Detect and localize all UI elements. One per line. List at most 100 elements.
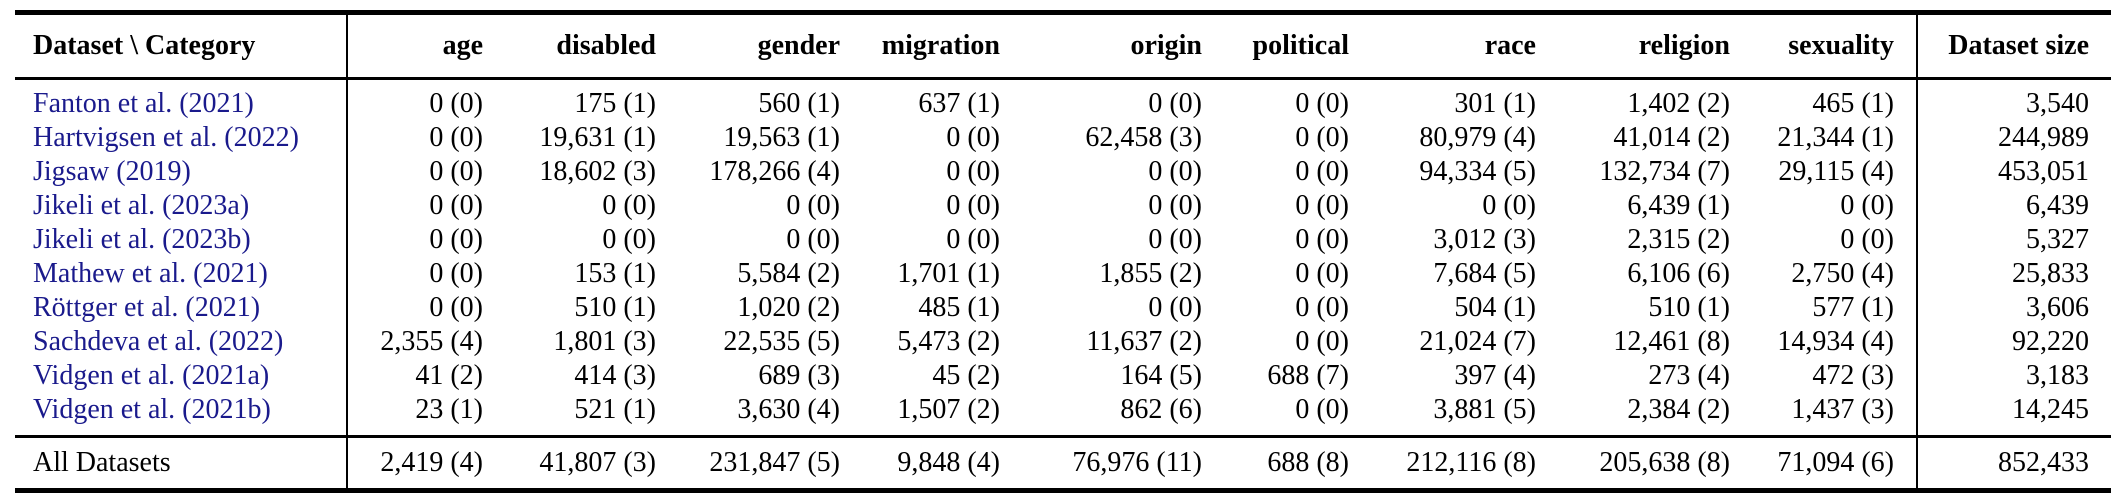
dataset-citation-link[interactable]: Röttger et al. (2021) xyxy=(33,292,261,323)
cell-age: 0 (0) xyxy=(346,223,505,257)
cell-age: 0 (0) xyxy=(346,155,505,189)
cell-gender: 22,535 (5) xyxy=(723,326,840,357)
cell-dataset_size: 453,051 xyxy=(1916,155,2111,189)
dataset-citation-link[interactable]: Jikeli et al. (2023b) xyxy=(33,224,251,255)
cell-origin: 1,855 (2) xyxy=(1099,258,1202,289)
dataset-citation-link[interactable]: Jigsaw (2019) xyxy=(33,156,191,187)
dataset-citation-link[interactable]: Sachdeva et al. (2022) xyxy=(33,326,284,357)
column-header-disabled: disabled xyxy=(505,12,678,80)
dataset-citation-link[interactable]: Vidgen et al. (2021a) xyxy=(33,360,270,391)
cell-dataset_size: 244,989 xyxy=(1916,121,2111,155)
cell-religion: 2,384 (2) xyxy=(1627,394,1730,425)
column-header-gender: gender xyxy=(678,12,862,80)
cell-dataset_size: 3,540 xyxy=(1916,78,2111,121)
footer-race: 212,116 (8) xyxy=(1371,435,1558,491)
cell-sexuality: 465 (1) xyxy=(1812,88,1894,119)
cell-migration: 45 (2) xyxy=(932,360,1000,391)
cell-age: 0 (0) xyxy=(346,121,505,155)
cell-race: 3,012 (3) xyxy=(1433,224,1536,255)
dataset-citation-link[interactable]: Fanton et al. (2021) xyxy=(33,88,254,119)
dataset-citation-link[interactable]: Mathew et al. (2021) xyxy=(33,258,268,289)
table-row: Jikeli et al. (2023b) 0 (0) 0 (0) 0 (0) 0 (0… xyxy=(15,223,2111,257)
footer-row: All Datasets 2,419 (4) 41,807 (3) 231,847 (… xyxy=(15,435,2111,491)
cell-gender: 5,584 (2) xyxy=(737,258,840,289)
cell-political: 0 (0) xyxy=(1295,394,1349,425)
cell-race: 397 (4) xyxy=(1454,360,1536,391)
column-header-sexuality: sexuality xyxy=(1752,12,1917,80)
cell-migration: 637 (1) xyxy=(918,88,1000,119)
dataset-citation-link[interactable]: Vidgen et al. (2021b) xyxy=(33,394,271,425)
cell-age: 23 (1) xyxy=(346,393,505,437)
cell-political: 0 (0) xyxy=(1295,122,1349,153)
cell-religion: 41,014 (2) xyxy=(1613,122,1730,153)
column-header-race: race xyxy=(1371,12,1558,80)
cell-gender: 3,630 (4) xyxy=(737,394,840,425)
cell-gender: 178,266 (4) xyxy=(709,156,840,187)
footer-sexuality: 71,094 (6) xyxy=(1752,435,1917,491)
cell-dataset_size: 14,245 xyxy=(1916,393,2111,437)
cell-gender: 0 (0) xyxy=(786,224,840,255)
table-row: Röttger et al. (2021) 0 (0) 510 (1) 1,020 (… xyxy=(15,291,2111,325)
cell-age: 2,355 (4) xyxy=(346,325,505,359)
cell-dataset_size: 6,439 xyxy=(1916,189,2111,223)
cell-sexuality: 0 (0) xyxy=(1840,190,1894,221)
footer-religion: 205,638 (8) xyxy=(1558,435,1752,491)
cell-gender: 1,020 (2) xyxy=(737,292,840,323)
cell-disabled: 18,602 (3) xyxy=(539,156,656,187)
dataset-cell: Röttger et al. (2021) xyxy=(15,291,347,325)
dataset-cell: Vidgen et al. (2021b) xyxy=(15,393,347,437)
cell-origin: 164 (5) xyxy=(1120,360,1202,391)
cell-origin: 0 (0) xyxy=(1148,292,1202,323)
dataset-cell: Jikeli et al. (2023a) xyxy=(15,189,347,223)
cell-migration: 0 (0) xyxy=(946,224,1000,255)
cell-origin: 862 (6) xyxy=(1120,394,1202,425)
footer-age: 2,419 (4) xyxy=(346,435,505,491)
cell-gender: 0 (0) xyxy=(786,190,840,221)
cell-age: 0 (0) xyxy=(346,189,505,223)
dataset-category-table: Dataset \ Category age disabled gender migra… xyxy=(15,10,2111,493)
cell-age: 41 (2) xyxy=(346,359,505,393)
cell-disabled: 521 (1) xyxy=(574,394,656,425)
cell-disabled: 510 (1) xyxy=(574,292,656,323)
cell-religion: 2,315 (2) xyxy=(1627,224,1730,255)
cell-political: 0 (0) xyxy=(1295,190,1349,221)
footer-label-cell: All Datasets xyxy=(15,435,347,491)
column-header-origin: origin xyxy=(1022,12,1224,80)
cell-race: 94,334 (5) xyxy=(1419,156,1536,187)
cell-origin: 0 (0) xyxy=(1148,88,1202,119)
table-row: Jikeli et al. (2023a) 0 (0) 0 (0) 0 (0) 0 (0… xyxy=(15,189,2111,223)
cell-sexuality: 2,750 (4) xyxy=(1791,258,1894,289)
dataset-cell: Vidgen et al. (2021a) xyxy=(15,359,347,393)
cell-age: 0 (0) xyxy=(346,78,505,121)
cell-dataset_size: 3,606 xyxy=(1916,291,2111,325)
column-header-religion: religion xyxy=(1558,12,1752,80)
dataset-citation-link[interactable]: Hartvigsen et al. (2022) xyxy=(33,122,299,153)
cell-origin: 62,458 (3) xyxy=(1085,122,1202,153)
cell-religion: 1,402 (2) xyxy=(1627,88,1730,119)
dataset-citation-link[interactable]: Jikeli et al. (2023a) xyxy=(33,190,250,221)
table-row: Fanton et al. (2021) 0 (0) 175 (1) 560 (1) 6… xyxy=(15,78,2111,121)
cell-political: 0 (0) xyxy=(1295,326,1349,357)
cell-disabled: 175 (1) xyxy=(574,88,656,119)
cell-sexuality: 1,437 (3) xyxy=(1791,394,1894,425)
header-row: Dataset \ Category age disabled gender migra… xyxy=(15,12,2111,80)
cell-religion: 12,461 (8) xyxy=(1613,326,1730,357)
footer-political: 688 (8) xyxy=(1224,435,1371,491)
cell-migration: 485 (1) xyxy=(918,292,1000,323)
cell-disabled: 0 (0) xyxy=(602,190,656,221)
cell-race: 7,684 (5) xyxy=(1433,258,1536,289)
dataset-cell: Jikeli et al. (2023b) xyxy=(15,223,347,257)
cell-disabled: 1,801 (3) xyxy=(553,326,656,357)
table-row: Vidgen et al. (2021b) 23 (1) 521 (1) 3,630 … xyxy=(15,393,2111,437)
cell-political: 0 (0) xyxy=(1295,258,1349,289)
column-header-dataset_size: Dataset size xyxy=(1916,12,2111,80)
cell-origin: 0 (0) xyxy=(1148,190,1202,221)
cell-disabled: 0 (0) xyxy=(602,224,656,255)
cell-political: 0 (0) xyxy=(1295,224,1349,255)
table-body: Fanton et al. (2021) 0 (0) 175 (1) 560 (1) 6… xyxy=(15,78,2111,437)
table-row: Sachdeva et al. (2022) 2,355 (4) 1,801 (3)… xyxy=(15,325,2111,359)
cell-origin: 0 (0) xyxy=(1148,224,1202,255)
cell-dataset_size: 25,833 xyxy=(1916,257,2111,291)
column-header-age: age xyxy=(346,12,505,80)
cell-religion: 510 (1) xyxy=(1648,292,1730,323)
